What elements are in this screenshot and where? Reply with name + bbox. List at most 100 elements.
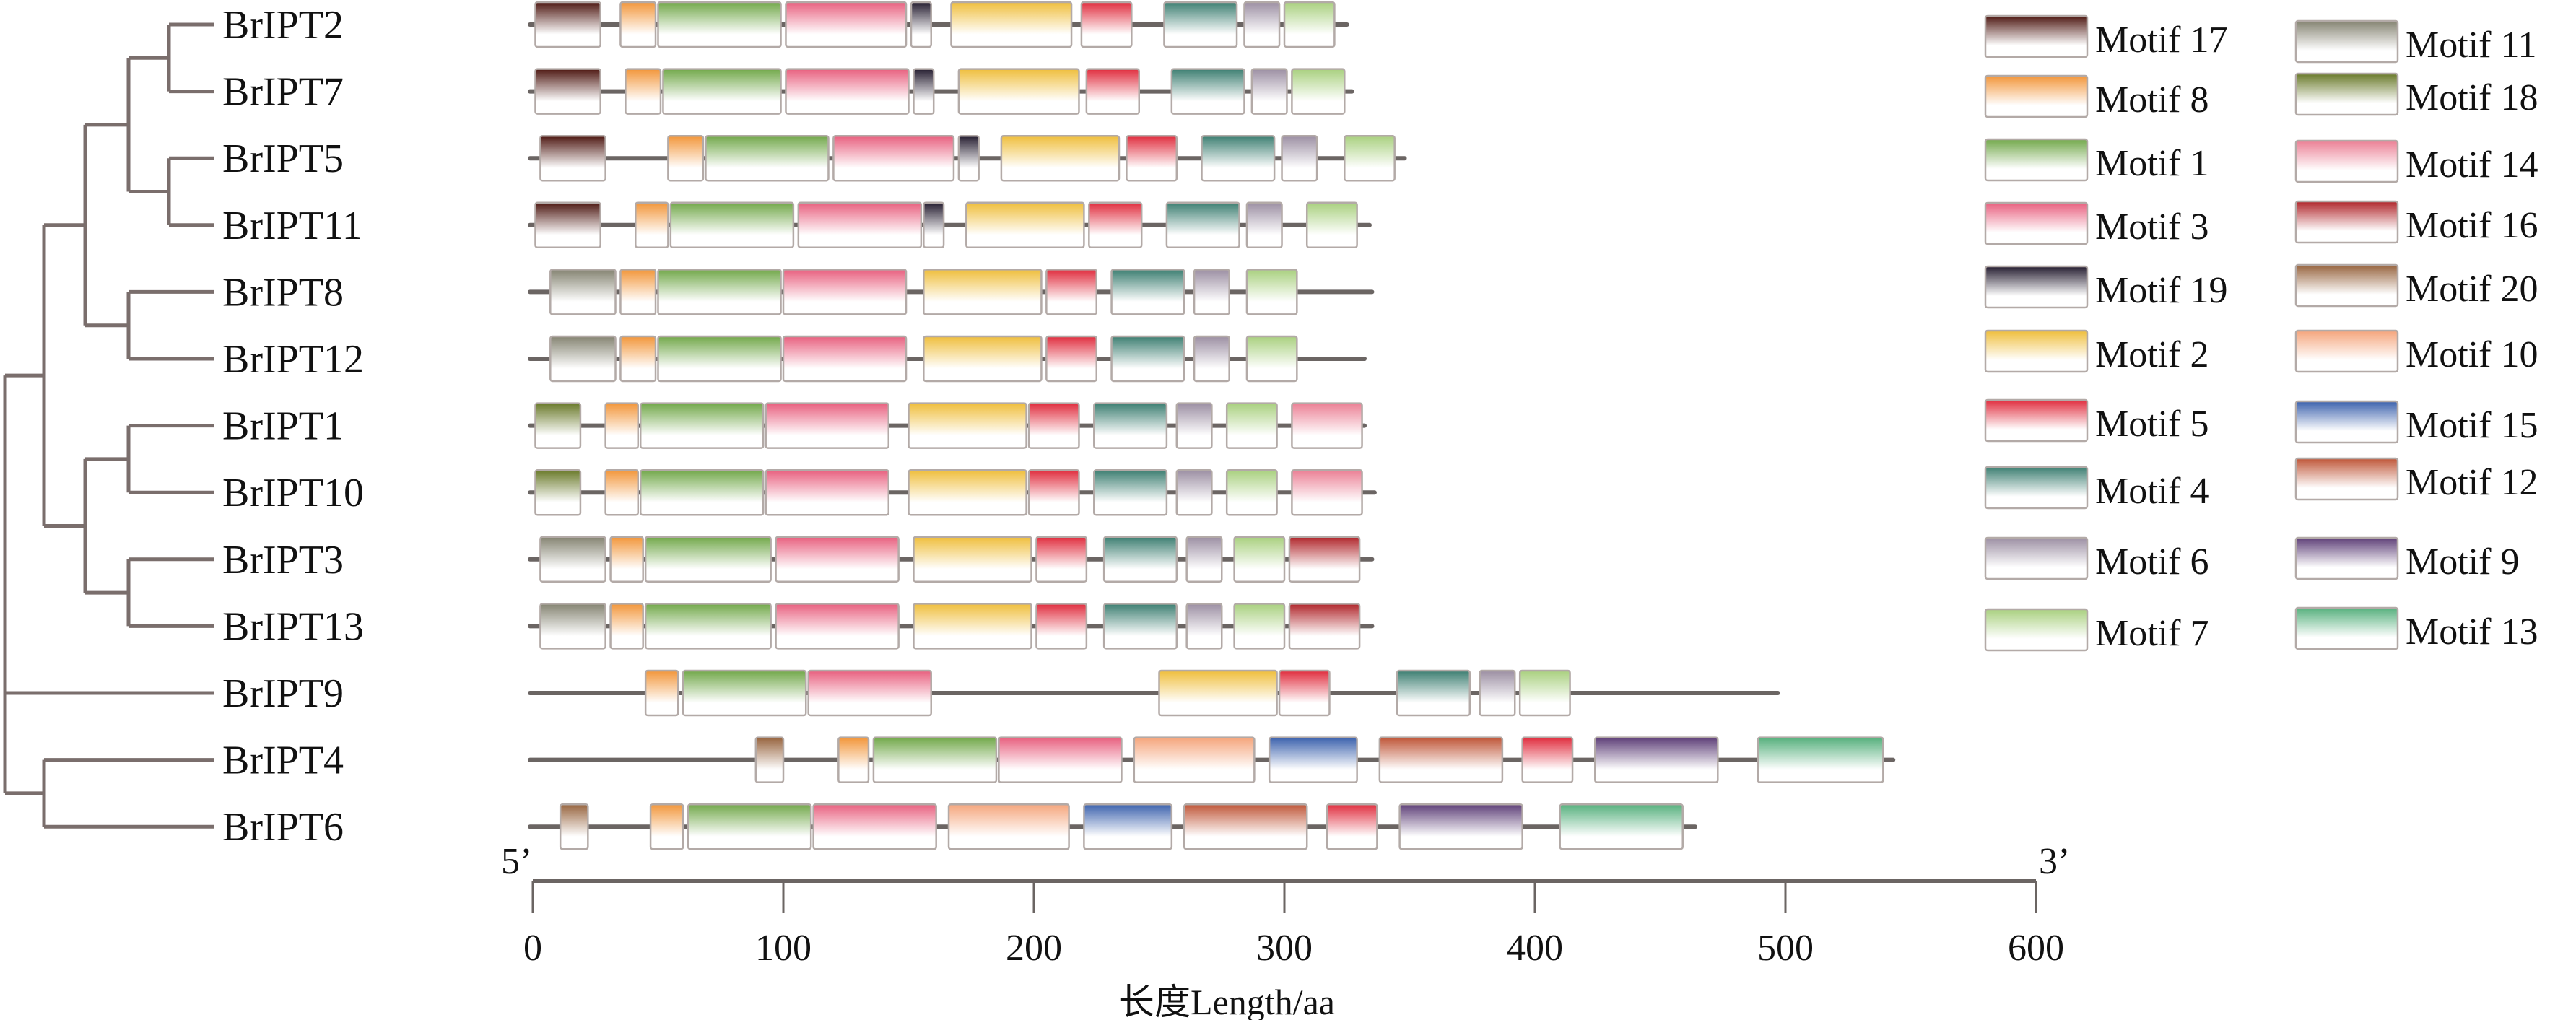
motif-11-box — [549, 269, 617, 315]
axis-end-label: 3’ — [2039, 841, 2070, 882]
motif-5-box — [1080, 1, 1133, 48]
motif-5-box — [1045, 269, 1097, 315]
motif-7-box — [1305, 201, 1358, 249]
legend-swatch — [2294, 606, 2399, 650]
motif-14-box — [1291, 402, 1363, 449]
motif-12-box — [1183, 803, 1308, 850]
motif-7-box — [1245, 269, 1298, 315]
motif-19-box — [913, 68, 935, 115]
motif-8-box — [625, 68, 662, 115]
motif-16-box — [1288, 603, 1361, 650]
gene-label: BrIPT12 — [222, 337, 364, 382]
legend-label: Motif 5 — [2095, 404, 2209, 445]
legend-item: Motif 13 — [2294, 606, 2538, 653]
motif-8-box — [604, 468, 639, 516]
motif-11-box — [539, 603, 606, 650]
motif-6-box — [1185, 603, 1223, 650]
motif-6-box — [1185, 536, 1223, 583]
motif-2-box — [1158, 669, 1278, 717]
motif-10-box — [1133, 736, 1256, 783]
motif-3-box — [785, 1, 908, 48]
motif-3-box — [775, 536, 900, 583]
gene-track — [528, 669, 1780, 717]
motif-3-box — [775, 603, 900, 650]
gene-labels: BrIPT2 BrIPT7 BrIPT5 BrIPT11 BrIPT8 BrIPT12 Br… — [222, 3, 364, 850]
motif-12-box — [1378, 736, 1504, 783]
motif-2-box — [950, 1, 1073, 48]
motif-5-box — [1088, 201, 1143, 249]
legend-item: Motif 12 — [2294, 457, 2538, 503]
legend-item: Motif 2 — [1984, 329, 2209, 375]
motif-2-box — [913, 603, 1032, 650]
motif-7-box — [1291, 68, 1346, 115]
motif-20-box — [559, 803, 589, 850]
motif-8-box — [644, 669, 679, 717]
motif-6-box — [1193, 335, 1230, 383]
legend-item: Motif 7 — [1984, 608, 2209, 654]
legend-label: Motif 17 — [2095, 19, 2227, 61]
motif-5-box — [1035, 536, 1088, 583]
gene-track — [528, 335, 1367, 383]
motif-6-box — [1193, 269, 1230, 315]
motif-7-box — [1283, 1, 1336, 48]
motif-15-box — [1268, 736, 1358, 783]
motif-20-box — [754, 736, 785, 783]
gene-track — [528, 603, 1375, 650]
legend-item: Motif 20 — [2294, 263, 2538, 310]
motif-4-box — [1093, 468, 1168, 516]
legend-swatch — [1984, 398, 2089, 443]
motif-11-box — [539, 536, 606, 583]
motif-11-box — [549, 335, 617, 383]
motif-2-box — [923, 269, 1043, 315]
motif-6-box — [1175, 468, 1213, 516]
legend-item: Motif 18 — [2294, 72, 2538, 118]
gene-track — [528, 1, 1349, 48]
motif-8-box — [619, 1, 657, 48]
legend-label: Motif 3 — [2095, 206, 2209, 248]
legend-item: Motif 19 — [1984, 265, 2227, 311]
motif-4-box — [1170, 68, 1245, 115]
legend-item: Motif 1 — [1984, 138, 2209, 184]
motif-13-box — [1757, 736, 1884, 783]
motif-5-box — [1521, 736, 1574, 783]
motif-1-box — [687, 803, 812, 850]
gene-label: BrIPT2 — [222, 3, 344, 48]
legend-label: Motif 7 — [2095, 613, 2209, 654]
motif-17-box — [534, 201, 601, 249]
axis-start-label: 5’ — [501, 841, 532, 882]
legend-label: Motif 11 — [2406, 25, 2537, 66]
motif-17-box — [534, 68, 601, 115]
legend-swatch — [1984, 201, 2089, 245]
motif-6-box — [1281, 134, 1318, 182]
gene-track — [528, 803, 1698, 850]
legend-swatch — [2294, 139, 2399, 183]
gene-track — [528, 134, 1407, 182]
motif-2-box — [965, 201, 1085, 249]
motif-2-box — [957, 68, 1080, 115]
legend-label: Motif 13 — [2406, 611, 2538, 653]
legend-item: Motif 8 — [1984, 74, 2209, 121]
motif-8-box — [609, 536, 644, 583]
motif-2-box — [908, 468, 1027, 516]
motif-17-box — [539, 134, 606, 182]
motif-3-box — [785, 68, 910, 115]
motif-4-box — [1110, 335, 1185, 383]
gene-track — [528, 68, 1354, 115]
motif-10-box — [947, 803, 1070, 850]
motif-1-box — [657, 269, 782, 315]
legend-item: Motif 3 — [1984, 201, 2209, 248]
tick-label: 400 — [1507, 928, 1563, 969]
legend-item: Motif 6 — [1984, 536, 2209, 583]
motif-8-box — [609, 603, 644, 650]
legend-swatch — [1984, 536, 2089, 580]
legend-swatch — [2294, 263, 2399, 308]
motif-1-box — [639, 402, 765, 449]
motif-3-box — [797, 201, 923, 249]
motif-1-box — [644, 603, 772, 650]
motif-3-box — [765, 402, 889, 449]
legend-label: Motif 14 — [2406, 144, 2538, 186]
legend-swatch — [1984, 466, 2089, 510]
motif-2-box — [908, 402, 1027, 449]
motif-1-box — [657, 1, 782, 48]
